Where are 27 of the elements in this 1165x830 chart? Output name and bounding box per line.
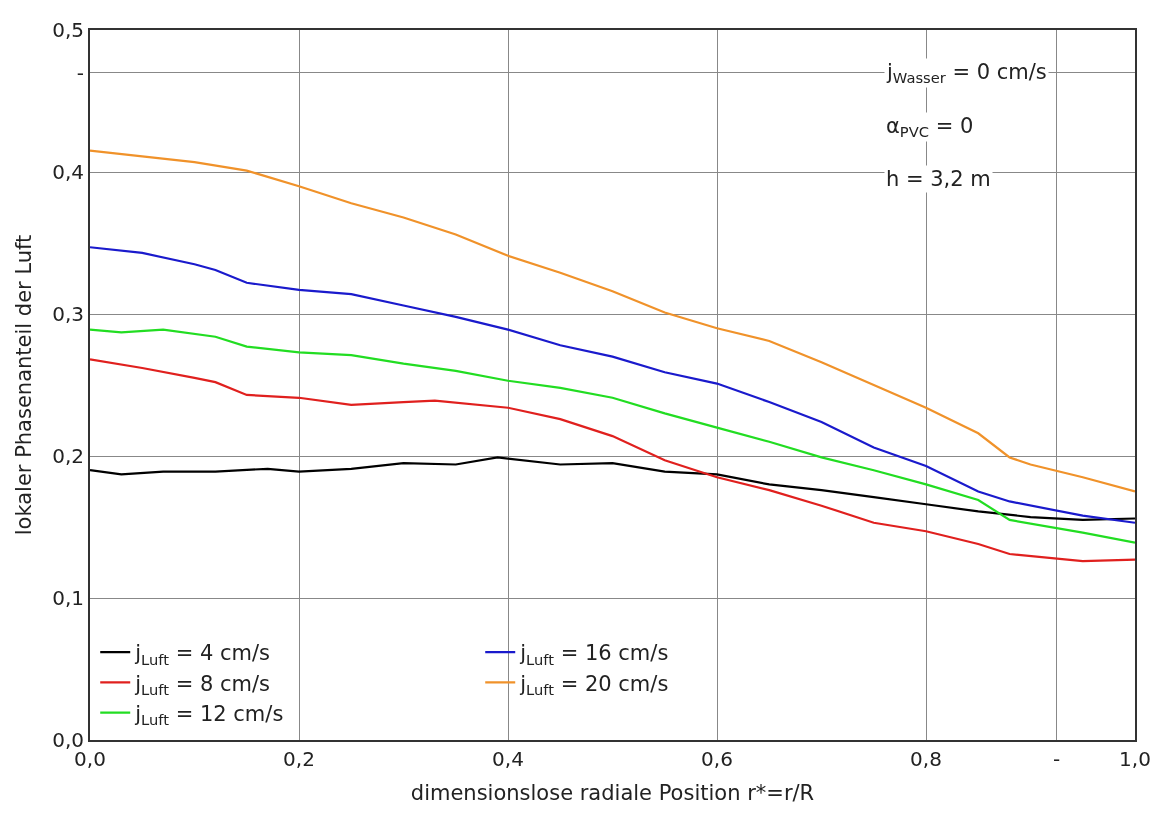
- y-tick-label: 0,2: [52, 444, 84, 468]
- line-series: [90, 246, 1135, 524]
- annotation: α$_{PVC}$ = 0: [886, 114, 974, 141]
- y-axis-title: lokaler Phasenanteil der Luft: [11, 234, 36, 536]
- line-series: [90, 149, 1135, 493]
- x-tick-label: -: [1053, 747, 1061, 771]
- line-series: [90, 456, 1135, 521]
- x-tick-label: 0,4: [492, 747, 524, 771]
- y-tick-label: 0,1: [52, 586, 84, 610]
- y-tick-label: 0,4: [52, 160, 84, 184]
- y-tick-label: -: [76, 60, 84, 85]
- y-tick-label: 0,5: [52, 18, 84, 42]
- x-tick-label: 0,6: [701, 747, 733, 771]
- x-axis-title: dimensionslose radiale Position r*=r/R: [410, 780, 815, 805]
- annotation: j$_{Wasser}$ = 0 cm/s: [886, 60, 1047, 87]
- x-tick-label: 1,0: [1119, 747, 1151, 771]
- y-tick-label: 0,3: [52, 302, 84, 326]
- line-series: [90, 358, 1135, 563]
- x-tick-label: 0,2: [283, 747, 315, 771]
- annotation: h = 3,2 m: [886, 167, 991, 191]
- legend-label: j$_{Luft}$ = 12 cm/s: [134, 701, 284, 729]
- legend-label: j$_{Luft}$ = 4 cm/s: [134, 641, 270, 668]
- x-tick-label: 0,8: [910, 747, 942, 771]
- legend-label: j$_{Luft}$ = 20 cm/s: [519, 671, 669, 698]
- line-series: [90, 328, 1135, 544]
- legend-label: j$_{Luft}$ = 8 cm/s: [134, 671, 270, 698]
- legend-label: j$_{Luft}$ = 16 cm/s: [519, 641, 669, 668]
